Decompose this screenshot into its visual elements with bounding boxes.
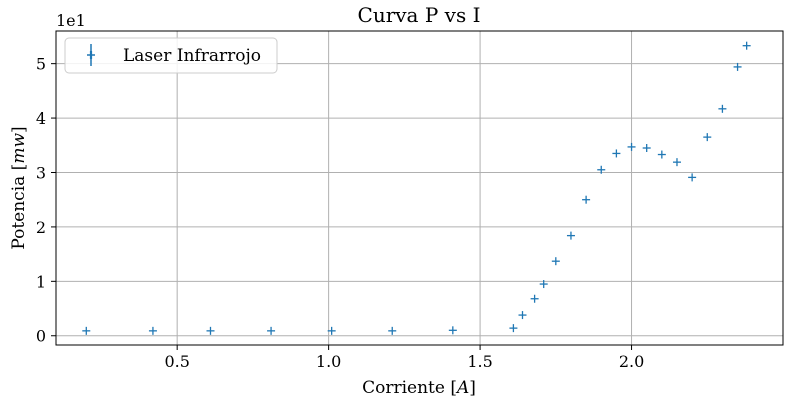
y-axis-label-prefix: Potencia [ [9,164,29,250]
data-point [327,326,336,335]
x-axis-label-prefix: Corriente [ [362,378,457,398]
data-point [582,195,591,204]
data-point [597,165,606,174]
legend-label: Laser Infrarrojo [123,46,261,66]
data-point [206,326,215,335]
data-point [148,326,157,335]
data-point [539,280,548,289]
data-point [388,326,397,335]
plot-frame [55,30,784,346]
data-point [703,133,712,142]
x-axis-label-unit: A [455,378,469,398]
data-point [733,62,742,71]
x-tick-label: 2.0 [619,352,644,371]
x-axis-label-suffix: ] [469,378,476,398]
data-point [267,326,276,335]
data-point [672,158,681,167]
y-tick-label: 0 [36,327,46,346]
x-tick-label: 1.5 [467,352,492,371]
x-axis-label: Corriente [A] [362,378,476,398]
data-point [509,324,518,333]
y-tick-label: 2 [36,218,46,237]
y-axis-label-suffix: ] [9,126,29,133]
axis-ticks: 0.5 1.0 1.5 2.0 0 1 2 3 4 5 [36,55,644,371]
y-tick-label: 3 [36,163,46,182]
data-point [718,104,727,113]
chart-title: Curva P vs I [358,3,481,27]
data-point [518,311,527,320]
data-point [612,149,621,158]
y-tick-label: 5 [36,55,46,74]
y-axis-label-unit: mw [9,133,29,164]
y-tick-label: 1 [36,272,46,291]
data-markers [82,41,751,335]
data-point [742,41,751,50]
y-tick-label: 4 [36,109,46,128]
legend: Laser Infrarrojo [64,37,278,74]
data-point [530,294,539,303]
y-axis-label: Potencia [mw] [9,126,29,249]
legend-marker [87,44,95,66]
grid [56,31,783,345]
data-point [688,173,697,182]
y-offset-label: 1e1 [56,11,86,30]
legend-box [64,37,278,74]
x-tick-label: 1.0 [316,352,341,371]
data-point [627,142,636,151]
x-tick-label: 0.5 [164,352,189,371]
data-point [448,326,457,335]
data-point [642,144,651,153]
data-point [657,150,666,159]
data-point [82,326,91,335]
data-point [566,231,575,240]
data-point [551,257,560,266]
